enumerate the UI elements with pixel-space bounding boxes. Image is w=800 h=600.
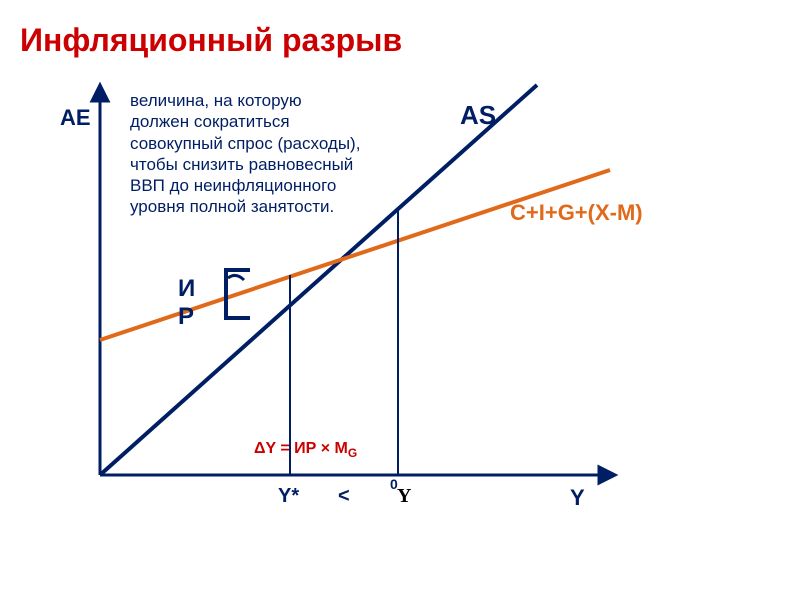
ir-tilde-icon bbox=[228, 275, 244, 280]
formula-sub: G bbox=[348, 446, 357, 460]
formula-prefix: ΔY = ИР × M bbox=[254, 440, 348, 457]
label-ad: C+I+G+(X-M) bbox=[510, 200, 643, 226]
label-y0: Y bbox=[397, 485, 411, 508]
definition-text: величина, на которую должен сократиться … bbox=[130, 90, 365, 218]
label-ir: И Р bbox=[178, 275, 195, 331]
slide-title: Инфляционный разрыв bbox=[20, 22, 402, 59]
label-y-axis: Y bbox=[570, 485, 585, 511]
chart-canvas bbox=[0, 0, 800, 600]
label-as: AS bbox=[460, 100, 496, 131]
label-lt: < bbox=[338, 485, 350, 508]
label-ystar: Y* bbox=[278, 485, 299, 508]
label-ae: AE bbox=[60, 105, 91, 131]
formula-delta-y: ΔY = ИР × MG bbox=[254, 440, 357, 460]
